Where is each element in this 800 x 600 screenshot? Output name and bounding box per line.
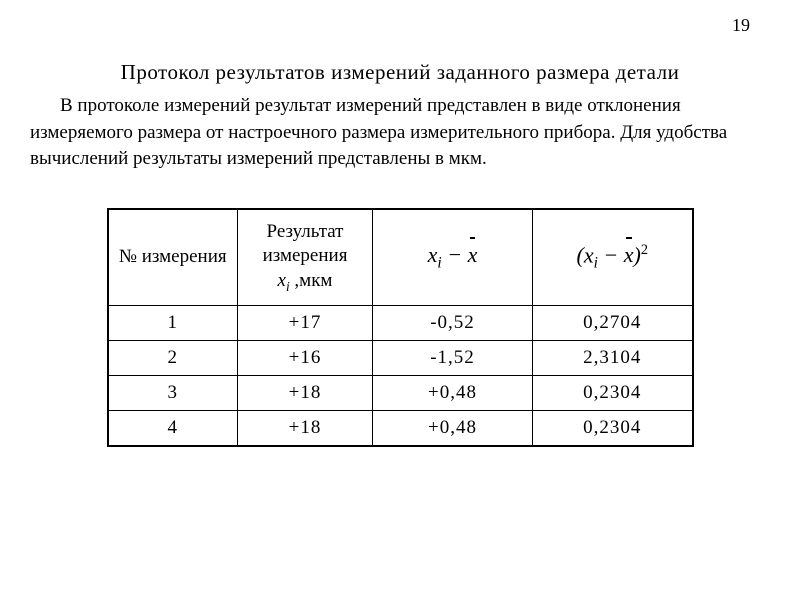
cell-n: 2 [108,341,238,376]
table-header-row: № измерения Результат измерения xi ,мкм … [108,209,693,306]
intro-paragraph: В протоколе измерений результат измерени… [30,93,770,173]
header-result: Результат измерения xi ,мкм [238,209,373,306]
table-row: 1 +17 -0,52 0,2704 [108,306,693,341]
document-heading: Протокол результатов измерений заданного… [30,60,770,85]
table-container: № измерения Результат измерения xi ,мкм … [30,208,770,447]
cell-sq: 0,2304 [533,376,693,411]
header-deviation-squared: (xi − x)2 [533,209,693,306]
cell-n: 1 [108,306,238,341]
cell-xi: +18 [238,411,373,447]
cell-xi: +16 [238,341,373,376]
cell-n: 3 [108,376,238,411]
measurement-table: № измерения Результат измерения xi ,мкм … [107,208,694,447]
table-body: 1 +17 -0,52 0,2704 2 +16 -1,52 2,3104 3 … [108,306,693,447]
cell-dev: -1,52 [373,341,533,376]
cell-n: 4 [108,411,238,447]
cell-dev: +0,48 [373,411,533,447]
cell-xi: +18 [238,376,373,411]
header-deviation: xi − x [373,209,533,306]
table-row: 2 +16 -1,52 2,3104 [108,341,693,376]
header-number: № измерения [108,209,238,306]
table-row: 3 +18 +0,48 0,2304 [108,376,693,411]
cell-xi: +17 [238,306,373,341]
page-number: 19 [732,15,750,36]
table-row: 4 +18 +0,48 0,2304 [108,411,693,447]
cell-sq: 2,3104 [533,341,693,376]
cell-sq: 0,2304 [533,411,693,447]
cell-sq: 0,2704 [533,306,693,341]
cell-dev: -0,52 [373,306,533,341]
cell-dev: +0,48 [373,376,533,411]
